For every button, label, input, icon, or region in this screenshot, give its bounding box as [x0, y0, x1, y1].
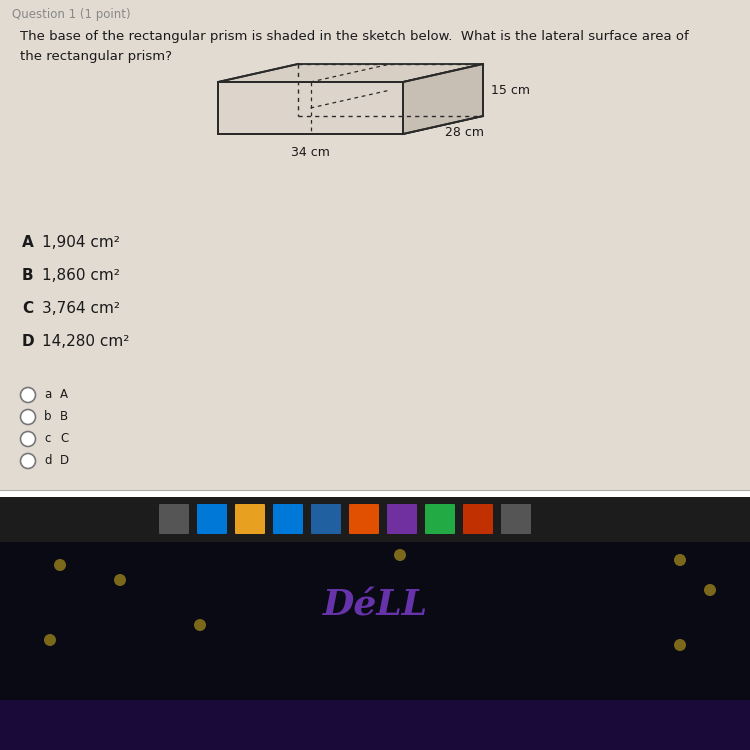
Text: c: c [44, 432, 50, 445]
Text: b: b [44, 410, 52, 423]
Text: C: C [22, 301, 33, 316]
Circle shape [704, 584, 716, 596]
Text: 14,280 cm²: 14,280 cm² [42, 334, 129, 349]
FancyBboxPatch shape [159, 504, 189, 534]
Text: 1,904 cm²: 1,904 cm² [42, 235, 120, 250]
Bar [0, 700, 750, 750]
FancyBboxPatch shape [387, 504, 417, 534]
Text: 34 cm: 34 cm [291, 146, 330, 159]
Text: 15 cm: 15 cm [491, 83, 530, 97]
Text: the rectangular prism?: the rectangular prism? [20, 50, 172, 63]
Text: a: a [44, 388, 51, 401]
Text: C: C [60, 432, 68, 445]
Bar [0, 497, 750, 542]
FancyBboxPatch shape [197, 504, 227, 534]
Text: The base of the rectangular prism is shaded in the sketch below.  What is the la: The base of the rectangular prism is sha… [20, 30, 688, 43]
FancyBboxPatch shape [425, 504, 455, 534]
Text: A: A [22, 235, 34, 250]
Text: 1,860 cm²: 1,860 cm² [42, 268, 120, 283]
Circle shape [20, 410, 35, 424]
FancyBboxPatch shape [311, 504, 341, 534]
Circle shape [114, 574, 126, 586]
FancyBboxPatch shape [273, 504, 303, 534]
FancyBboxPatch shape [235, 504, 265, 534]
Circle shape [674, 554, 686, 566]
Circle shape [394, 549, 406, 561]
Text: B: B [60, 410, 68, 423]
Text: D: D [60, 454, 69, 467]
Text: B: B [22, 268, 34, 283]
Polygon shape [218, 82, 403, 134]
Circle shape [194, 619, 206, 631]
Text: Question 1 (1 point): Question 1 (1 point) [12, 8, 130, 21]
Polygon shape [218, 116, 483, 134]
Text: 3,764 cm²: 3,764 cm² [42, 301, 120, 316]
Text: A: A [60, 388, 68, 401]
Circle shape [20, 454, 35, 469]
Circle shape [20, 388, 35, 403]
Bar [0, 0, 750, 490]
Polygon shape [403, 64, 483, 134]
Text: d: d [44, 454, 52, 467]
FancyBboxPatch shape [349, 504, 379, 534]
Circle shape [54, 559, 66, 571]
Text: D: D [22, 334, 34, 349]
FancyBboxPatch shape [463, 504, 493, 534]
Circle shape [20, 431, 35, 446]
Polygon shape [218, 64, 483, 82]
FancyBboxPatch shape [501, 504, 531, 534]
Text: 28 cm: 28 cm [445, 126, 484, 139]
Circle shape [674, 639, 686, 651]
Text: DéLL: DéLL [322, 588, 428, 622]
Circle shape [44, 634, 56, 646]
